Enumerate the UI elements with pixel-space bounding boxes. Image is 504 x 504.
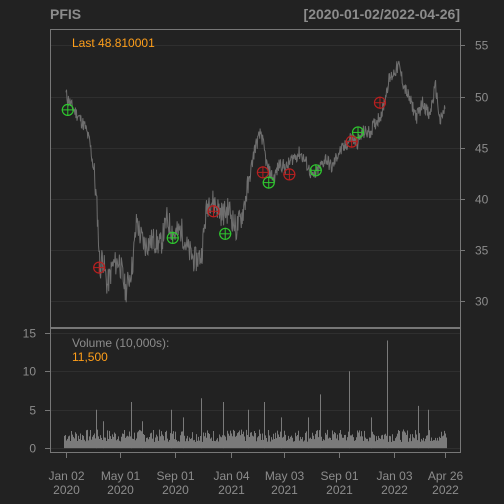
volume-axis: 0 5 10 15 — [23, 327, 50, 456]
buy-signal-marker — [262, 176, 275, 189]
date-tick-label: Sep 01 — [320, 469, 358, 483]
date-tick-year: 2020 — [162, 483, 189, 497]
price-tick-label: 30 — [475, 295, 489, 309]
price-tick-label: 45 — [475, 142, 489, 156]
date-tick-year: 2021 — [326, 483, 353, 497]
sell-signal-marker — [256, 166, 270, 179]
sell-signal-marker — [373, 96, 387, 109]
chart-title: PFIS — [50, 6, 81, 22]
volume-bars — [64, 340, 447, 449]
date-tick-label: Jan 02 — [48, 469, 84, 483]
price-axis: 30 35 40 45 50 55 — [460, 39, 489, 309]
date-tick-label: Apr 26 — [428, 469, 464, 483]
last-price-label: Last 48.810001 — [72, 36, 155, 50]
buy-signal-marker — [166, 231, 179, 244]
date-tick-year: 2022 — [381, 483, 408, 497]
date-tick-label: May 01 — [101, 469, 141, 483]
volume-panel-border — [50, 328, 461, 453]
volume-tick-label: 0 — [29, 442, 36, 456]
sell-signal-marker — [207, 205, 220, 218]
sell-signal-marker — [345, 135, 358, 148]
price-tick-label: 50 — [475, 91, 489, 105]
buy-signal-marker — [219, 227, 232, 240]
volume-tick-label: 15 — [23, 327, 37, 341]
price-tick-label: 35 — [475, 244, 489, 258]
date-tick-year: 2020 — [107, 483, 134, 497]
signal-markers — [61, 96, 387, 274]
date-tick-label: Jan 04 — [213, 469, 249, 483]
date-tick-year: 2021 — [218, 483, 245, 497]
buy-signal-marker — [351, 126, 365, 139]
price-tick-label: 40 — [475, 193, 489, 207]
sell-signal-marker — [93, 261, 106, 274]
date-range-label: [2020-01-02/2022-04-26] — [304, 6, 460, 22]
volume-last-value: 11,500 — [72, 350, 108, 364]
volume-grid — [51, 333, 460, 449]
price-tick-label: 55 — [475, 39, 489, 53]
date-tick-label: Jan 03 — [376, 469, 412, 483]
sell-signal-marker — [283, 168, 296, 181]
date-tick-year: 2022 — [432, 483, 459, 497]
date-tick-year: 2021 — [271, 483, 298, 497]
buy-signal-marker — [309, 164, 322, 177]
price-panel-border — [50, 29, 461, 328]
date-tick-label: Sep 01 — [156, 469, 194, 483]
volume-tick-label: 10 — [23, 365, 37, 379]
buy-signal-marker — [61, 103, 74, 116]
date-tick-year: 2020 — [53, 483, 80, 497]
volume-tick-label: 5 — [29, 404, 36, 418]
date-tick-label: May 03 — [265, 469, 305, 483]
volume-label: Volume (10,000s): — [72, 336, 169, 350]
